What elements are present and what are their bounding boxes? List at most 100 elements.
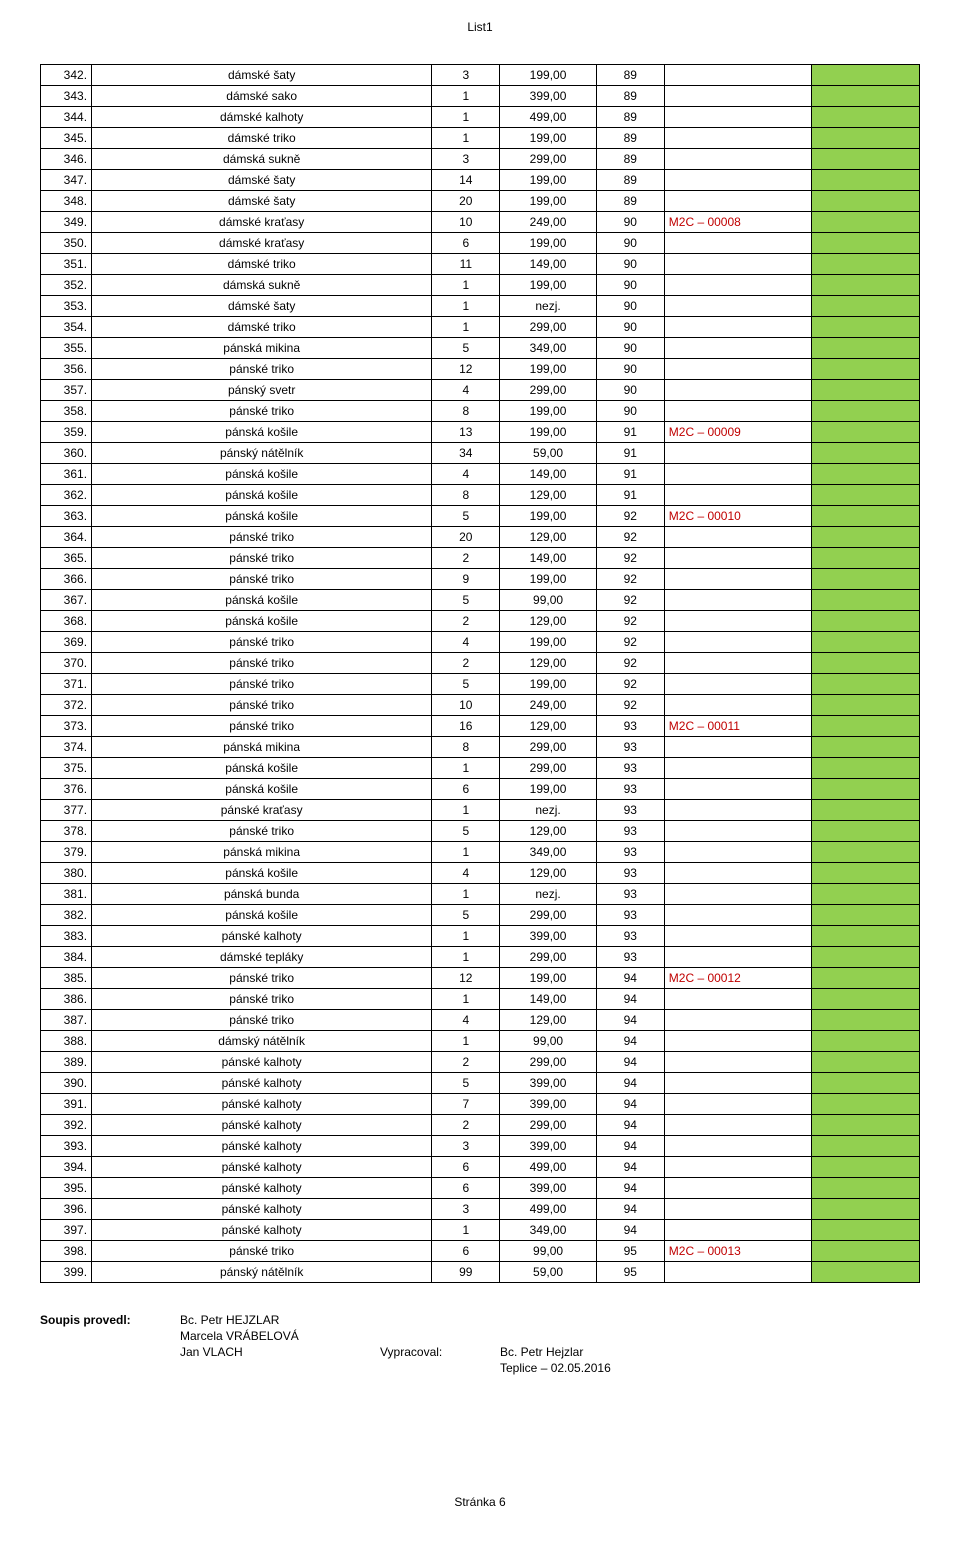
item-name: pánské triko — [92, 716, 432, 737]
quantity: 12 — [432, 359, 500, 380]
price: 299,00 — [500, 758, 596, 779]
price: 149,00 — [500, 254, 596, 275]
price: 499,00 — [500, 1157, 596, 1178]
lot-number: 89 — [596, 149, 664, 170]
item-name: pánská košile — [92, 464, 432, 485]
green-cell — [812, 464, 920, 485]
item-name: pánské kalhoty — [92, 1115, 432, 1136]
row-number: 381. — [41, 884, 92, 905]
lot-number: 90 — [596, 401, 664, 422]
note — [664, 275, 811, 296]
row-number: 384. — [41, 947, 92, 968]
row-number: 362. — [41, 485, 92, 506]
row-number: 389. — [41, 1052, 92, 1073]
quantity: 6 — [432, 233, 500, 254]
lot-number: 90 — [596, 233, 664, 254]
note — [664, 338, 811, 359]
item-name: dámské šaty — [92, 296, 432, 317]
item-name: pánská mikina — [92, 842, 432, 863]
quantity: 2 — [432, 1115, 500, 1136]
price: 299,00 — [500, 737, 596, 758]
item-name: pánská mikina — [92, 338, 432, 359]
table-row: 343.dámské sako1399,0089 — [41, 86, 920, 107]
green-cell — [812, 947, 920, 968]
price: 499,00 — [500, 1199, 596, 1220]
item-name: dámská sukně — [92, 275, 432, 296]
lot-number: 92 — [596, 611, 664, 632]
quantity: 9 — [432, 569, 500, 590]
item-name: pánská bunda — [92, 884, 432, 905]
lot-number: 93 — [596, 800, 664, 821]
green-cell — [812, 800, 920, 821]
item-name: dámská sukně — [92, 149, 432, 170]
note — [664, 590, 811, 611]
table-row: 353.dámské šaty1nezj.90 — [41, 296, 920, 317]
lot-number: 90 — [596, 338, 664, 359]
green-cell — [812, 716, 920, 737]
price: 199,00 — [500, 632, 596, 653]
quantity: 4 — [432, 632, 500, 653]
item-name: dámské triko — [92, 128, 432, 149]
green-cell — [812, 548, 920, 569]
item-name: pánské kalhoty — [92, 1178, 432, 1199]
table-row: 375.pánská košile1299,0093 — [41, 758, 920, 779]
item-name: dámské kalhoty — [92, 107, 432, 128]
item-name: pánské triko — [92, 968, 432, 989]
table-row: 356.pánské triko12199,0090 — [41, 359, 920, 380]
item-name: pánské triko — [92, 569, 432, 590]
lot-number: 93 — [596, 863, 664, 884]
price: 199,00 — [500, 275, 596, 296]
green-cell — [812, 905, 920, 926]
quantity: 99 — [432, 1262, 500, 1283]
table-row: 386.pánské triko1149,0094 — [41, 989, 920, 1010]
soupis-person-3: Jan VLACH — [180, 1345, 380, 1359]
lot-number: 92 — [596, 506, 664, 527]
item-name: pánské kalhoty — [92, 1199, 432, 1220]
table-row: 361.pánská košile4149,0091 — [41, 464, 920, 485]
quantity: 14 — [432, 170, 500, 191]
note — [664, 611, 811, 632]
quantity: 5 — [432, 905, 500, 926]
row-number: 380. — [41, 863, 92, 884]
note — [664, 989, 811, 1010]
green-cell — [812, 128, 920, 149]
table-row: 378.pánské triko5129,0093 — [41, 821, 920, 842]
table-row: 345.dámské triko1199,0089 — [41, 128, 920, 149]
note — [664, 128, 811, 149]
quantity: 2 — [432, 1052, 500, 1073]
lot-number: 94 — [596, 1094, 664, 1115]
lot-number: 91 — [596, 422, 664, 443]
quantity: 20 — [432, 191, 500, 212]
row-number: 349. — [41, 212, 92, 233]
quantity: 3 — [432, 1199, 500, 1220]
item-name: dámské triko — [92, 317, 432, 338]
quantity: 20 — [432, 527, 500, 548]
price: 199,00 — [500, 233, 596, 254]
row-number: 357. — [41, 380, 92, 401]
note: M2C – 00013 — [664, 1241, 811, 1262]
note — [664, 926, 811, 947]
lot-number: 93 — [596, 905, 664, 926]
lot-number: 93 — [596, 926, 664, 947]
green-cell — [812, 863, 920, 884]
quantity: 12 — [432, 968, 500, 989]
vypracoval-label: Vypracoval: — [380, 1345, 500, 1359]
green-cell — [812, 1094, 920, 1115]
lot-number: 92 — [596, 653, 664, 674]
lot-number: 92 — [596, 695, 664, 716]
lot-number: 94 — [596, 1115, 664, 1136]
price: 399,00 — [500, 1178, 596, 1199]
price: 199,00 — [500, 506, 596, 527]
note — [664, 1136, 811, 1157]
row-number: 396. — [41, 1199, 92, 1220]
lot-number: 94 — [596, 1010, 664, 1031]
price: 99,00 — [500, 590, 596, 611]
note — [664, 296, 811, 317]
lot-number: 95 — [596, 1241, 664, 1262]
item-name: dámské tepláky — [92, 947, 432, 968]
price: 349,00 — [500, 1220, 596, 1241]
soupis-person-1: Bc. Petr HEJZLAR — [180, 1313, 380, 1327]
row-number: 391. — [41, 1094, 92, 1115]
lot-number: 91 — [596, 443, 664, 464]
green-cell — [812, 1136, 920, 1157]
